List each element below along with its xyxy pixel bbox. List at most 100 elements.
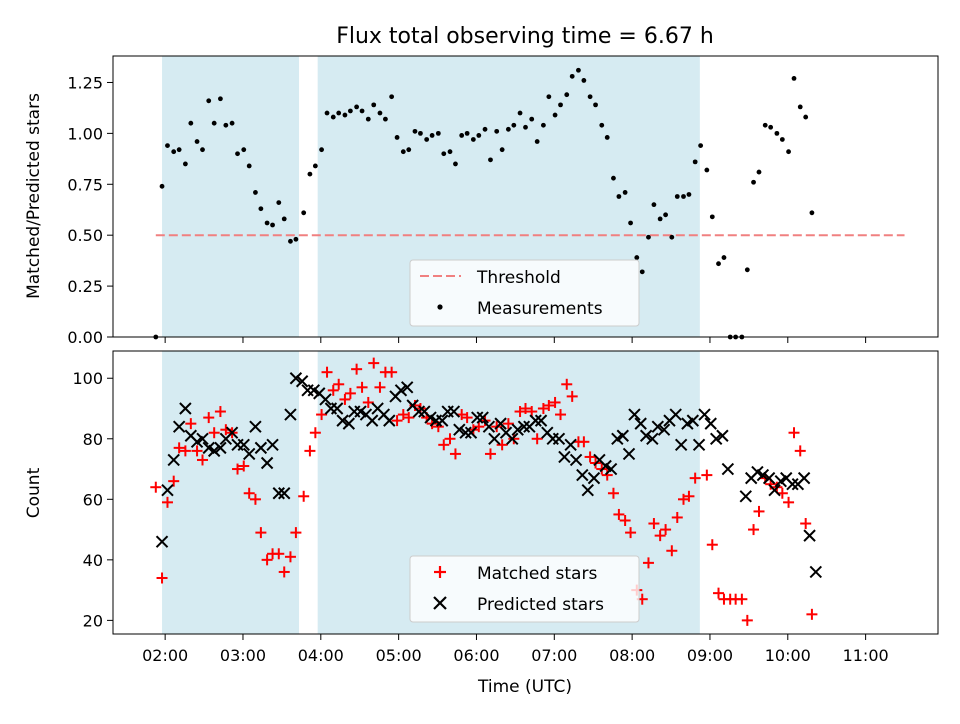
matched-star-point xyxy=(683,490,695,502)
measurement-point xyxy=(744,267,750,273)
matched-star-point xyxy=(403,412,415,424)
measurement-point xyxy=(389,94,395,100)
predicted-star-point xyxy=(260,456,274,470)
predicted-star-point xyxy=(476,411,489,424)
predicted-star-point xyxy=(721,462,735,476)
predicted-star-point xyxy=(242,447,256,461)
y-tick-label: 20 xyxy=(83,611,103,630)
predicted-star-point xyxy=(155,535,169,548)
measurement-point xyxy=(809,210,815,216)
predicted-star-point xyxy=(266,438,279,452)
matched-star-point xyxy=(449,448,461,460)
x-tick-label: 10:00 xyxy=(765,646,811,665)
predicted-star-point xyxy=(809,565,823,579)
measurement-point xyxy=(312,163,318,169)
matched-stars-legend-label: Matched stars xyxy=(477,564,597,584)
measurement-point xyxy=(476,133,482,138)
matched-star-point xyxy=(788,427,800,439)
matched-star-point xyxy=(607,487,619,499)
measurement-point xyxy=(517,110,523,116)
matched-star-point xyxy=(232,463,244,475)
matched-star-point xyxy=(654,530,666,542)
measurement-point xyxy=(634,255,640,260)
matched-star-point xyxy=(806,608,818,620)
measurement-point xyxy=(721,255,727,260)
measurement-point xyxy=(301,210,307,216)
predicted-star-point xyxy=(464,426,478,439)
measurement-point xyxy=(628,220,633,226)
measurement-point xyxy=(756,169,762,175)
measurement-point xyxy=(464,130,470,136)
matched-star-point xyxy=(351,363,363,375)
predicted-star-point xyxy=(272,487,285,500)
measurement-point xyxy=(768,124,774,130)
matched-star-point xyxy=(273,548,285,560)
measurement-point xyxy=(165,143,170,148)
matched-star-point xyxy=(642,557,654,569)
measurement-point xyxy=(686,192,692,197)
matched-star-point xyxy=(243,487,255,499)
ratio-legend-box xyxy=(409,259,640,327)
matched-star-point xyxy=(531,433,543,445)
y-tick-label: 0.00 xyxy=(67,328,103,347)
measurement-point xyxy=(159,183,165,189)
measurement-point xyxy=(791,75,797,81)
x-tick-label: 02:00 xyxy=(142,646,188,665)
threshold-legend-label: Threshold xyxy=(476,268,561,288)
y-tick-label: 1.00 xyxy=(67,124,103,143)
predicted-star-point xyxy=(436,414,449,427)
predicted-star-point xyxy=(161,484,174,497)
measurement-point xyxy=(459,133,465,138)
count-y-ticks: 20 40 60 80 100 xyxy=(72,369,113,630)
matched-star-point xyxy=(391,415,403,427)
predicted-star-point xyxy=(674,438,688,452)
measurement-point xyxy=(453,161,458,167)
predicted-star-point xyxy=(494,417,507,430)
predicted-star-point xyxy=(529,414,542,427)
predicted-star-point xyxy=(669,408,682,421)
predicted-stars-legend-label: Predicted stars xyxy=(477,595,604,615)
matched-star-point xyxy=(238,460,250,472)
predicted-star-point xyxy=(383,414,396,427)
x-tick-label: 09:00 xyxy=(687,646,733,665)
matched-star-point xyxy=(508,433,520,445)
measurement-point xyxy=(751,179,756,185)
matched-star-point xyxy=(613,508,625,520)
ratio-panel: 0.00 0.25 0.50 0.75 1.00 1.25 Matched/Predict… xyxy=(24,55,939,347)
matched-star-point xyxy=(461,412,473,424)
count-axes-frame xyxy=(112,350,939,635)
predicted-star-point xyxy=(400,381,414,394)
measurement-point xyxy=(681,194,686,199)
predicted-star-point xyxy=(336,414,349,427)
y-tick-label: 0.75 xyxy=(67,175,103,194)
predicted-star-point xyxy=(803,529,816,542)
matched-star-point xyxy=(316,409,328,421)
measurement-point xyxy=(651,202,657,208)
matched-star-point xyxy=(648,518,660,530)
measurement-point xyxy=(412,128,418,134)
matched-star-point xyxy=(197,454,209,466)
measurement-point xyxy=(258,206,264,212)
predicted-star-point xyxy=(284,408,297,421)
measurement-point xyxy=(206,98,212,104)
matched-star-point xyxy=(339,393,351,405)
matched-star-point xyxy=(584,451,596,463)
predicted-star-point xyxy=(756,468,770,482)
chart-title: Flux total observing time = 6.67 h xyxy=(336,24,714,49)
y-tick-label: 40 xyxy=(83,551,103,570)
matched-star-point xyxy=(208,427,220,439)
matched-star-point xyxy=(753,505,765,517)
matched-star-point xyxy=(484,448,496,460)
y-tick-label: 1.25 xyxy=(67,73,103,92)
measurement-point xyxy=(241,147,247,153)
predicted-star-point xyxy=(167,453,180,467)
measurement-point xyxy=(564,92,570,98)
matched-star-point xyxy=(543,399,555,411)
measurement-point xyxy=(774,130,780,136)
matched-star-point xyxy=(671,511,683,523)
predicted-star-point xyxy=(254,441,268,455)
matched-star-point xyxy=(660,524,672,536)
y-tick-label: 0.50 xyxy=(67,226,103,245)
measurement-point xyxy=(406,147,412,153)
y-tick-label: 80 xyxy=(83,430,103,449)
